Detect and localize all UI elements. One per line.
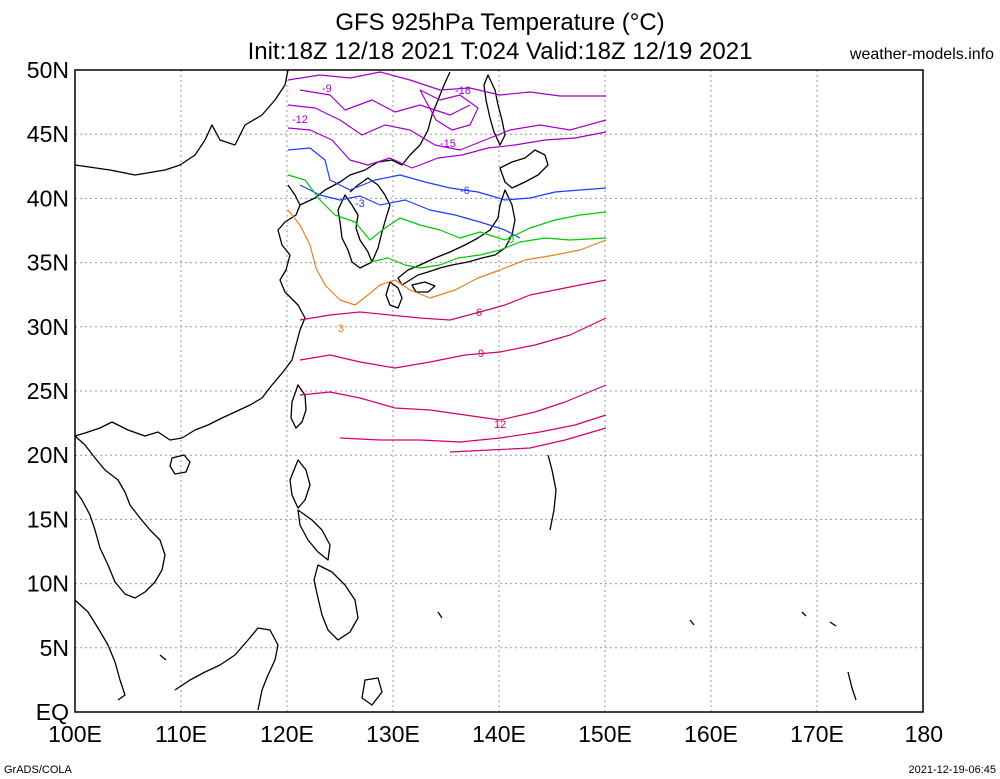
contour-label-6: 6 <box>476 307 482 319</box>
lon-tick-label: 100E <box>48 721 102 747</box>
contour-label-9: 9 <box>478 348 484 360</box>
credit-label: weather-models.info <box>849 46 994 63</box>
lat-tick-label: 20N <box>27 442 69 468</box>
lon-tick-label: 130E <box>366 721 420 747</box>
map-frame <box>74 69 924 713</box>
contour-label-m18: -18 <box>455 85 471 97</box>
lon-tick-label: 170E <box>790 721 844 747</box>
contour-label-12: 12 <box>494 419 506 431</box>
contour-label-0: 0 <box>508 234 514 246</box>
lon-tick-label: 120E <box>260 721 314 747</box>
contour-label-m6: -6 <box>460 185 470 197</box>
map-subtitle: Init:18Z 12/18 2021 T:024 Valid:18Z 12/1… <box>248 38 753 65</box>
lat-tick-label: EQ <box>36 699 69 725</box>
lon-tick-label: 160E <box>684 721 738 747</box>
isotherms <box>287 71 607 453</box>
lat-tick-label: 50N <box>27 57 69 83</box>
contour-labels: -18 -15 -12 -9 -6 -3 0 3 6 9 12 <box>292 83 514 431</box>
lat-tick-label: 5N <box>40 635 69 661</box>
lat-tick-label: 35N <box>27 250 69 276</box>
latitude-axis: 50N 45N 40N 35N 30N 25N 20N 15N 10N 5N EQ <box>27 57 69 725</box>
lat-tick-label: 15N <box>27 506 69 532</box>
longitude-axis: 100E 110E 120E 130E 140E 150E 160E 170E 180 <box>48 721 943 747</box>
contour-label-m9: -9 <box>322 83 332 95</box>
contour-label-m12: -12 <box>292 114 308 126</box>
coastlines <box>74 69 857 711</box>
lat-tick-label: 10N <box>27 571 69 597</box>
footer-software: GrADS/COLA <box>4 764 73 776</box>
contour-label-m15: -15 <box>440 138 456 150</box>
lon-tick-label: 110E <box>155 721 207 747</box>
lat-tick-label: 40N <box>27 185 69 211</box>
contour-label-m3: -3 <box>355 198 365 210</box>
contour-label-3: 3 <box>338 323 344 335</box>
map-title: GFS 925hPa Temperature (°C) <box>335 9 664 36</box>
lon-tick-label: 140E <box>472 721 526 747</box>
lon-tick-label: 150E <box>578 721 632 747</box>
lon-tick-label: 180 <box>905 721 943 747</box>
footer-timestamp: 2021-12-19-06:45 <box>909 764 996 776</box>
lat-tick-label: 45N <box>27 121 69 147</box>
lat-tick-label: 30N <box>27 314 69 340</box>
lat-tick-label: 25N <box>27 378 69 404</box>
graticule <box>75 70 923 712</box>
